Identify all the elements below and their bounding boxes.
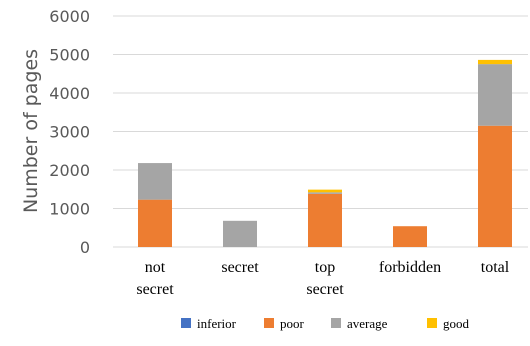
bar-segment-good xyxy=(308,189,342,193)
y-tick-label: 0 xyxy=(80,238,90,257)
bar-segment-good xyxy=(478,59,512,65)
y-tick-label: 6000 xyxy=(49,7,90,26)
x-tick-label: total xyxy=(481,259,510,276)
x-tick-label: forbidden xyxy=(379,259,441,276)
legend-swatch-good xyxy=(427,318,437,328)
x-tick-label: secret xyxy=(306,281,344,298)
legend-swatch-average xyxy=(331,318,341,328)
bar-segment-average xyxy=(138,163,172,200)
bars xyxy=(138,59,512,247)
bar-segment-average xyxy=(478,64,512,126)
legend-label: average xyxy=(347,316,388,331)
bar-segment-poor xyxy=(308,193,342,247)
x-tick-label: top xyxy=(315,259,335,276)
bar-segment-poor xyxy=(478,125,512,247)
legend-swatch-inferior xyxy=(181,318,191,328)
x-tick-label: secret xyxy=(221,259,259,276)
y-tick-label: 5000 xyxy=(49,46,90,65)
gridlines xyxy=(113,15,528,248)
x-tick-label: not xyxy=(145,259,166,276)
x-axis-ticks: not secret secret top secret forbidden total xyxy=(136,259,509,298)
y-tick-label: 3000 xyxy=(49,123,90,142)
bar-segment-average xyxy=(308,192,342,194)
legend-label: good xyxy=(443,316,470,331)
y-tick-label: 4000 xyxy=(49,84,90,103)
legend-swatch-poor xyxy=(264,318,274,328)
legend-label: inferior xyxy=(197,316,237,331)
x-tick-label: secret xyxy=(136,281,174,298)
y-tick-label: 2000 xyxy=(49,161,90,180)
legend-label: poor xyxy=(280,316,305,331)
bar-segment-average xyxy=(223,220,257,247)
legend: inferior poor average good xyxy=(181,316,470,331)
bar-segment-poor xyxy=(393,226,427,247)
y-axis-ticks: 0 1000 2000 3000 4000 5000 6000 xyxy=(49,7,90,257)
y-tick-label: 1000 xyxy=(49,200,90,219)
y-axis-label: Number of pages xyxy=(20,49,42,213)
bar-segment-poor xyxy=(138,199,172,247)
